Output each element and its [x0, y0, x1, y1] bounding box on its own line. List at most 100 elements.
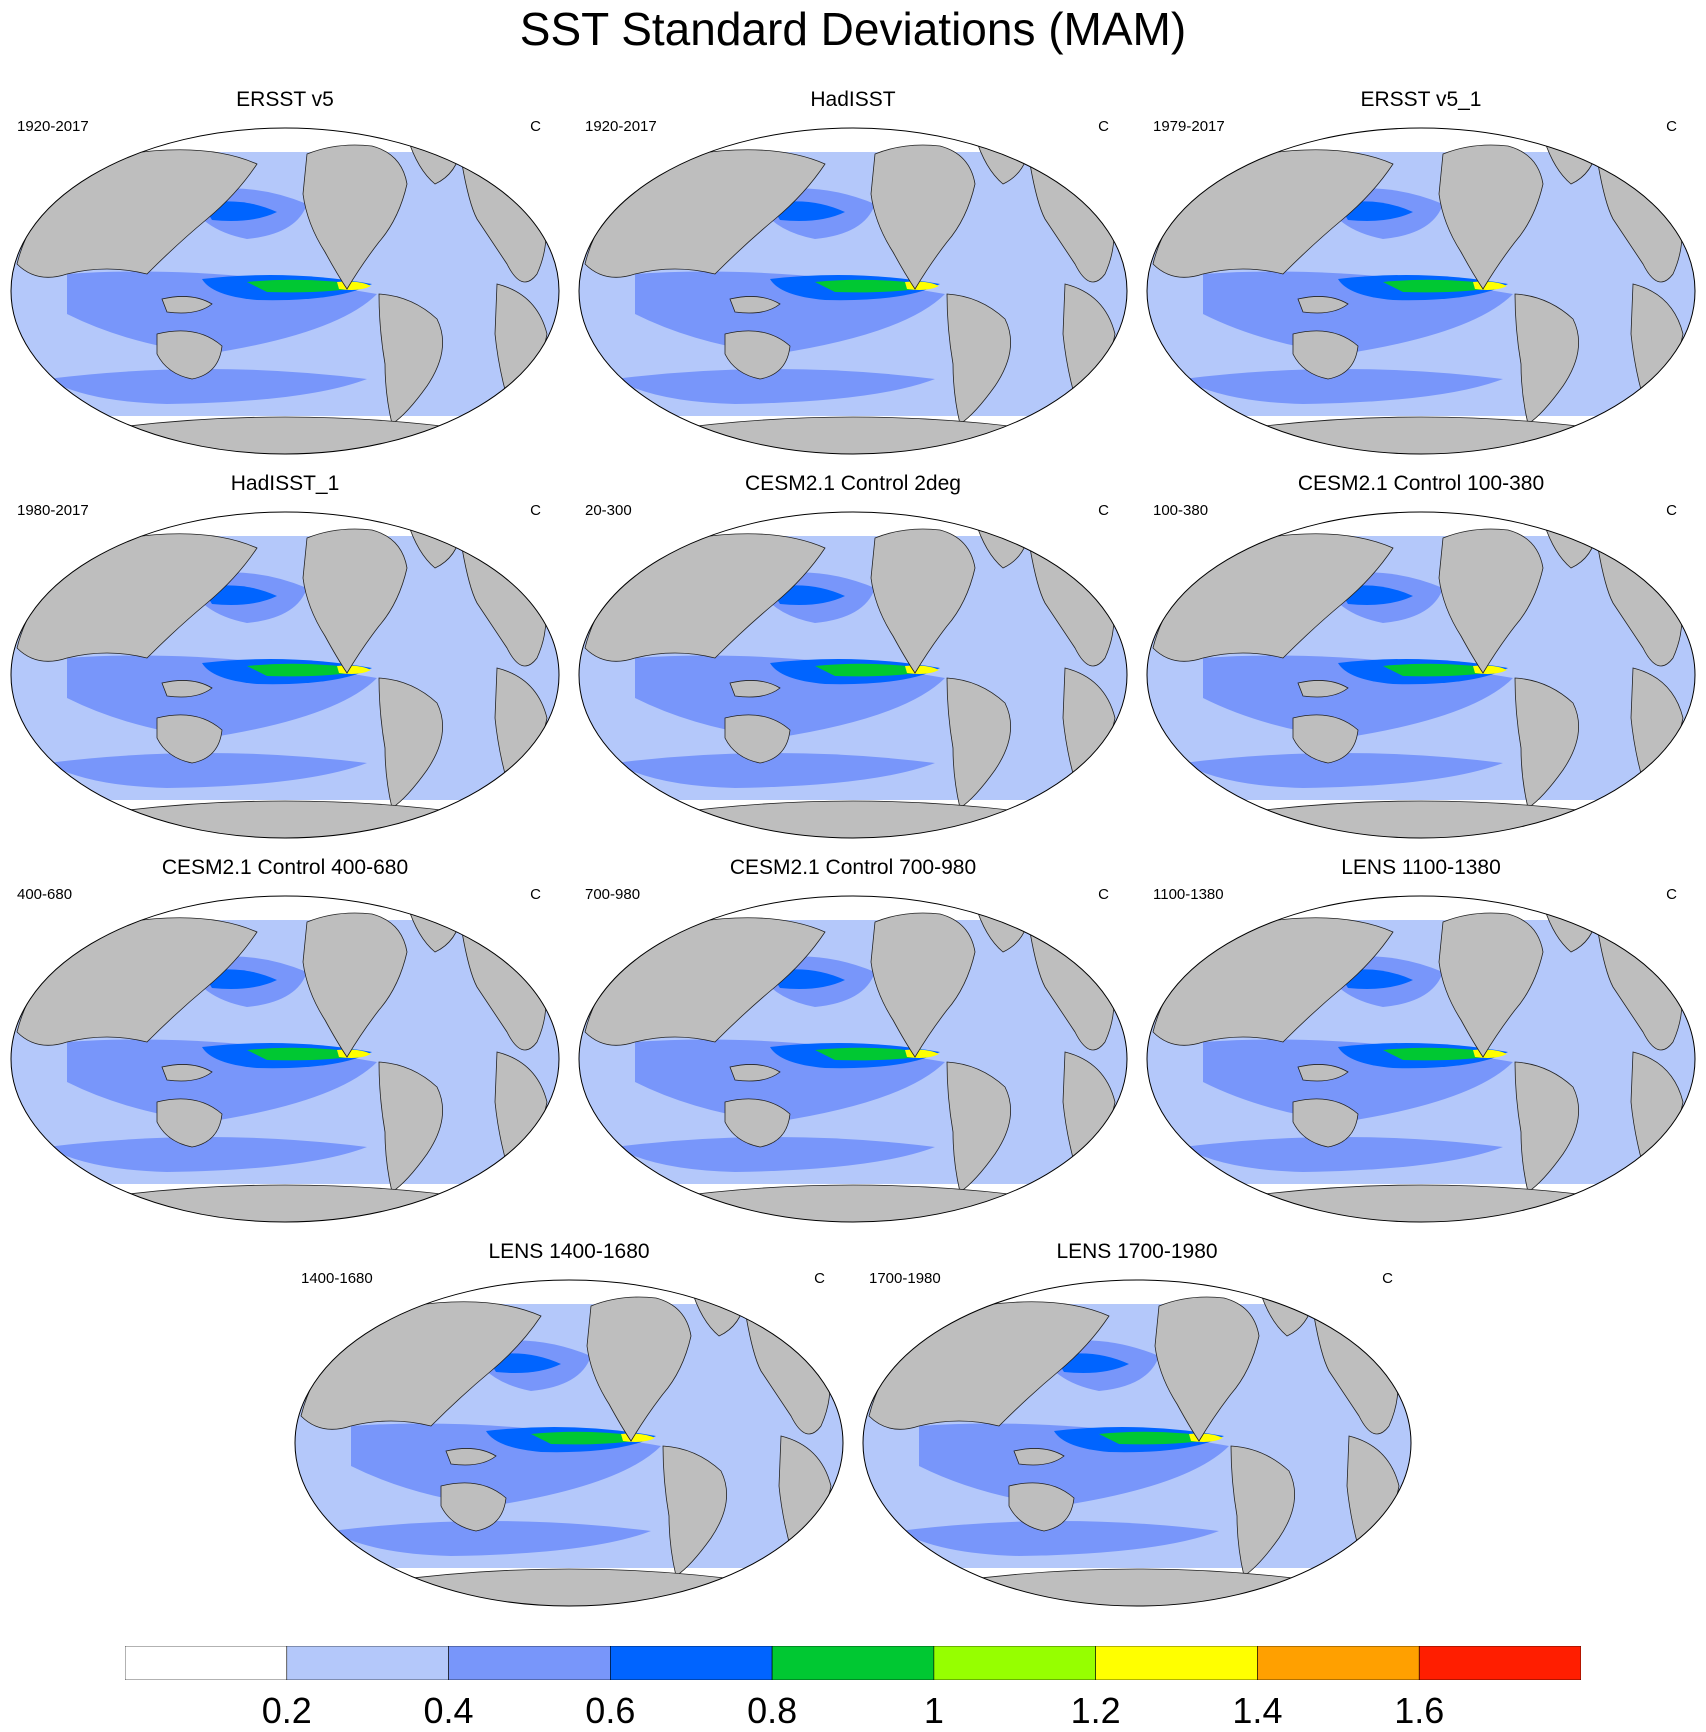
- map-border: [578, 127, 1128, 455]
- panel-unit: C: [530, 502, 541, 519]
- panel-unit: C: [1098, 886, 1109, 903]
- south-america: [1514, 1061, 1579, 1193]
- panel-unit: C: [1382, 1270, 1393, 1287]
- sst-map: [1146, 895, 1696, 1223]
- colorbar-box: [1095, 1646, 1258, 1680]
- colorbar-box: [1257, 1646, 1420, 1680]
- north-america: [870, 912, 976, 1058]
- sst-map: [10, 511, 560, 839]
- panel-title: HadISST_1: [230, 472, 340, 495]
- australia: [156, 1098, 223, 1148]
- colorbar-tick-label: 1.4: [1232, 1690, 1283, 1731]
- south-america: [1514, 677, 1579, 809]
- band-southern-ocean: [615, 369, 935, 404]
- maritime-continent: [729, 296, 781, 314]
- panel-title: ERSST v5: [236, 88, 334, 111]
- colorbar-tick-label: 0.4: [423, 1690, 474, 1731]
- map-panel: CESM2.1 Control 2deg 20-300 C: [575, 472, 1131, 842]
- colorbar-tick-label: 1: [923, 1690, 944, 1731]
- australia: [440, 1482, 507, 1532]
- colorbar-tick-label: 0.2: [261, 1690, 312, 1731]
- map-border: [578, 895, 1128, 1223]
- sst-map: [578, 127, 1128, 455]
- panel-period: 700-980: [585, 886, 641, 903]
- south-america: [946, 1061, 1011, 1193]
- band-southern-ocean: [1183, 753, 1503, 788]
- south-america: [378, 293, 443, 425]
- north-america: [1154, 1296, 1260, 1442]
- panel-unit: C: [1098, 118, 1109, 135]
- sst-map: [294, 1279, 844, 1607]
- panel-period: 1400-1680: [301, 1270, 373, 1287]
- map-border: [862, 1279, 1412, 1607]
- map-border: [294, 1279, 844, 1607]
- maritime-continent: [729, 680, 781, 698]
- maritime-continent: [1013, 1448, 1065, 1466]
- colorbar-tick-label: 1.6: [1394, 1690, 1445, 1731]
- panel-unit: C: [1666, 886, 1677, 903]
- colorbar-box: [771, 1646, 935, 1680]
- australia: [1292, 714, 1359, 764]
- north-america: [870, 144, 976, 290]
- north-america: [1438, 528, 1544, 674]
- south-america: [662, 1445, 727, 1577]
- south-america: [378, 1061, 443, 1193]
- north-america: [302, 912, 408, 1058]
- sst-map: [578, 895, 1128, 1223]
- panel-period: 20-300: [585, 502, 632, 519]
- figure-title: SST Standard Deviations (MAM): [519, 3, 1187, 55]
- map-panel: LENS 1400-1680 1400-1680 C: [291, 1240, 847, 1610]
- map-border: [10, 511, 560, 839]
- south-america: [946, 677, 1011, 809]
- panel-period: 1100-1380: [1153, 886, 1224, 903]
- south-america: [1230, 1445, 1295, 1577]
- panel-title: CESM2.1 Control 400-680: [161, 856, 409, 879]
- map-panel: CESM2.1 Control 700-980 700-980 C: [575, 856, 1131, 1226]
- panel-title: HadISST: [810, 88, 896, 111]
- map-panel: ERSST v5_1 1979-2017 C: [1143, 88, 1699, 458]
- south-america: [1514, 293, 1579, 425]
- australia: [1008, 1482, 1075, 1532]
- band-southern-ocean: [47, 369, 367, 404]
- panel-title: CESM2.1 Control 700-980: [729, 856, 977, 879]
- north-america: [1438, 912, 1544, 1058]
- panel-period: 1920-2017: [17, 118, 89, 135]
- colorbar-box: [286, 1646, 449, 1680]
- panel-title: LENS 1700-1980: [1056, 1240, 1218, 1263]
- north-america: [586, 1296, 692, 1442]
- map-border: [578, 511, 1128, 839]
- panel-unit: C: [814, 1270, 825, 1287]
- sst-map: [10, 127, 560, 455]
- map-panel: LENS 1700-1980 1700-1980 C: [859, 1240, 1415, 1610]
- maritime-continent: [161, 296, 213, 314]
- map-panel: HadISST 1920-2017 C: [575, 88, 1131, 458]
- map-border: [1146, 511, 1696, 839]
- map-border: [10, 895, 560, 1223]
- band-southern-ocean: [331, 1521, 651, 1556]
- panel-period: 1979-2017: [1153, 118, 1225, 135]
- map-panel: LENS 1100-1380 1100-1380 C: [1143, 856, 1699, 1226]
- panel-period: 1920-2017: [585, 118, 657, 135]
- panel-unit: C: [1666, 118, 1677, 135]
- australia: [724, 714, 791, 764]
- map-border: [1146, 895, 1696, 1223]
- north-america: [1438, 144, 1544, 290]
- panel-period: 1700-1980: [869, 1270, 941, 1287]
- maritime-continent: [729, 1064, 781, 1082]
- colorbar-box: [933, 1646, 1096, 1680]
- sst-map: [578, 511, 1128, 839]
- map-border: [1146, 127, 1696, 455]
- maritime-continent: [1297, 680, 1349, 698]
- maritime-continent: [1297, 1064, 1349, 1082]
- map-border: [10, 127, 560, 455]
- colorbar-tick-label: 0.6: [585, 1690, 636, 1731]
- maritime-continent: [161, 1064, 213, 1082]
- band-southern-ocean: [615, 753, 935, 788]
- map-panel: CESM2.1 Control 100-380 100-380 C: [1143, 472, 1699, 842]
- north-america: [302, 144, 408, 290]
- south-america: [378, 677, 443, 809]
- sst-map: [1146, 127, 1696, 455]
- band-southern-ocean: [1183, 369, 1503, 404]
- map-panel: HadISST_1 1980-2017 C: [7, 472, 563, 842]
- panel-period: 400-680: [17, 886, 73, 903]
